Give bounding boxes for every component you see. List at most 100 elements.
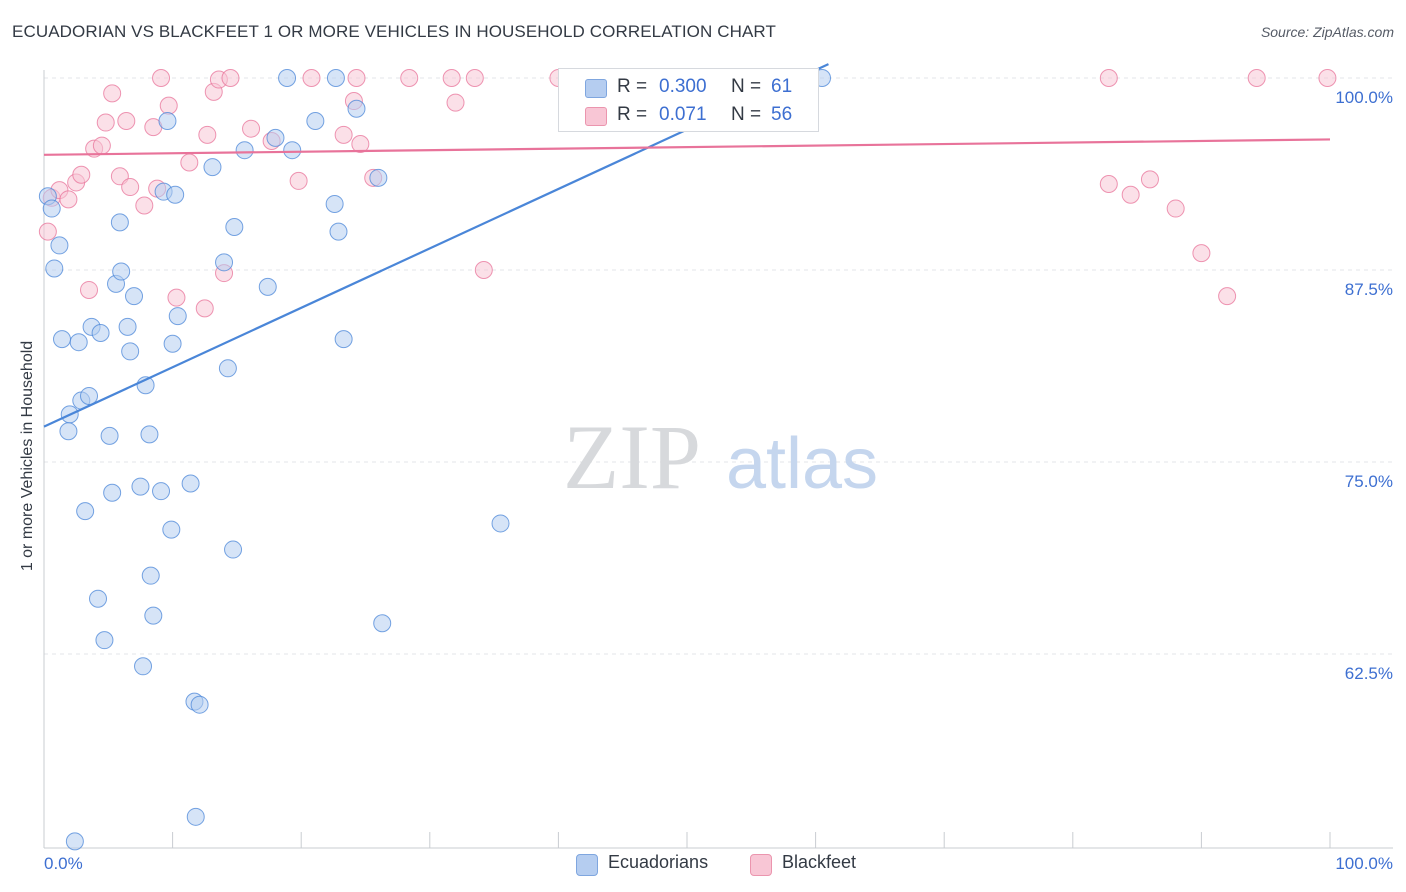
blackfeet-point bbox=[1121, 185, 1140, 204]
ecuadorians-point bbox=[334, 330, 353, 349]
blackfeet-point bbox=[1099, 174, 1118, 193]
ecuadorians-point bbox=[110, 213, 129, 232]
r-value: 0.071 bbox=[659, 104, 707, 125]
r-value: 0.300 bbox=[659, 76, 707, 97]
ecuadorians-point bbox=[225, 217, 244, 236]
ecuadorians-point bbox=[141, 566, 160, 585]
legend-label: Ecuadorians bbox=[608, 852, 709, 872]
blackfeet-point bbox=[135, 196, 154, 215]
blackfeet-point bbox=[198, 125, 217, 144]
blackfeet-point bbox=[152, 69, 171, 87]
chart-title: ECUADORIAN VS BLACKFEET 1 OR MORE VEHICL… bbox=[12, 22, 776, 41]
tick-labels: 62.5% 75.0% 87.5% 100.0% 0.0% 100.0% bbox=[44, 88, 1393, 873]
r-label: R = bbox=[617, 76, 648, 97]
source-label: Source: ZipAtlas.com bbox=[1260, 24, 1394, 40]
ecuadorians-point bbox=[89, 589, 108, 608]
ecuadorians-point bbox=[69, 333, 88, 352]
ecuadorians-point bbox=[65, 832, 84, 851]
ecuadorians-point bbox=[215, 253, 234, 272]
ecuadorians-point bbox=[325, 194, 344, 213]
stats-legend: R = 0.300 N = 61 R = 0.071 N = 56 bbox=[558, 68, 819, 132]
ecuadorians-point bbox=[326, 69, 345, 87]
blackfeet-legend-swatch bbox=[750, 854, 772, 876]
ecuadorians-point bbox=[112, 262, 131, 281]
legend-label: Blackfeet bbox=[782, 852, 857, 872]
ecuadorians-point bbox=[95, 631, 114, 650]
blackfeet-point bbox=[351, 135, 370, 154]
blackfeet-point bbox=[446, 93, 465, 112]
axes bbox=[43, 70, 1393, 849]
ecuadorians-point bbox=[163, 334, 182, 353]
ecuadorians-point bbox=[166, 185, 185, 204]
watermark: ZIP atlas bbox=[563, 406, 878, 508]
n-value: 61 bbox=[771, 76, 793, 97]
ecuadorians-legend-swatch bbox=[576, 854, 598, 876]
blackfeet-point bbox=[302, 69, 321, 87]
blackfeet-point bbox=[465, 69, 484, 87]
ecuadorians-point bbox=[258, 277, 277, 296]
ecuadorians-point bbox=[218, 359, 237, 378]
ecuadorians-point bbox=[329, 222, 348, 241]
ecuadorians-point bbox=[140, 425, 159, 444]
ecuadorians-point bbox=[306, 112, 325, 131]
blackfeet-point bbox=[347, 69, 366, 87]
blackfeet-point bbox=[334, 125, 353, 144]
gridlines bbox=[44, 77, 1393, 655]
blackfeet-point bbox=[1247, 69, 1266, 87]
blackfeet-point bbox=[289, 171, 308, 190]
n-label: N = bbox=[731, 104, 762, 125]
blackfeet-point bbox=[72, 165, 91, 184]
blackfeet-point bbox=[474, 261, 493, 279]
blackfeet-point bbox=[221, 69, 240, 87]
ecuadorians-point bbox=[203, 158, 222, 177]
blackfeet-point bbox=[400, 69, 419, 87]
ecuadorians-point bbox=[266, 128, 285, 147]
ecuadorians-point bbox=[369, 168, 388, 187]
ecuadorians-point bbox=[181, 474, 200, 493]
ecuadorians-point bbox=[190, 695, 209, 714]
ecuadorians-point bbox=[162, 520, 181, 539]
ecuadorians-swatch bbox=[585, 79, 607, 98]
ecuadorians-point bbox=[373, 614, 392, 633]
ecuadorians-point bbox=[118, 317, 137, 336]
ecuadorians-point bbox=[80, 386, 99, 405]
watermark-atlas: atlas bbox=[726, 424, 878, 504]
ecuadorians-point bbox=[134, 657, 153, 676]
ecuadorians-point bbox=[131, 477, 150, 496]
blackfeet-trend-line bbox=[43, 138, 1331, 156]
ecuadorians-point bbox=[152, 482, 171, 501]
ecuadorians-point bbox=[103, 483, 122, 502]
ecuadorians-point bbox=[76, 502, 95, 521]
blackfeet-point bbox=[195, 299, 214, 318]
watermark-zip: ZIP bbox=[563, 406, 701, 508]
blackfeet-point bbox=[1218, 287, 1237, 306]
y-tick-label: 87.5% bbox=[1345, 280, 1393, 299]
y-tick-label: 100.0% bbox=[1335, 88, 1393, 107]
blackfeet-point bbox=[442, 69, 461, 87]
blackfeet-point bbox=[80, 280, 99, 299]
ecuadorians-point bbox=[283, 141, 302, 160]
ecuadorians-point bbox=[42, 199, 61, 218]
blackfeet-point bbox=[96, 113, 115, 132]
blackfeet-point bbox=[103, 84, 122, 103]
r-label: R = bbox=[617, 104, 648, 125]
blackfeet-point bbox=[1166, 199, 1185, 218]
ecuadorians-point bbox=[59, 422, 78, 441]
ecuadorians-point bbox=[125, 287, 144, 306]
blackfeet-point bbox=[92, 136, 111, 155]
blackfeet-point bbox=[180, 153, 199, 172]
ecuadorians-point bbox=[186, 807, 205, 826]
stats-row-blackfeet: R = 0.071 N = 56 bbox=[559, 101, 818, 129]
ecuadorians-point bbox=[53, 330, 72, 349]
ecuadorians-point bbox=[100, 426, 119, 445]
ecuadorians-point bbox=[158, 112, 177, 131]
blackfeet-point bbox=[159, 96, 178, 115]
stats-row-ecuadorians: R = 0.300 N = 61 bbox=[559, 73, 818, 101]
ecuadorians-point bbox=[278, 69, 297, 87]
y-tick-label: 75.0% bbox=[1345, 472, 1393, 491]
blackfeet-swatch bbox=[585, 107, 607, 126]
blackfeet-point bbox=[1192, 244, 1211, 263]
x-tick-label: 0.0% bbox=[44, 854, 83, 873]
ecuadorians-point bbox=[235, 141, 254, 160]
